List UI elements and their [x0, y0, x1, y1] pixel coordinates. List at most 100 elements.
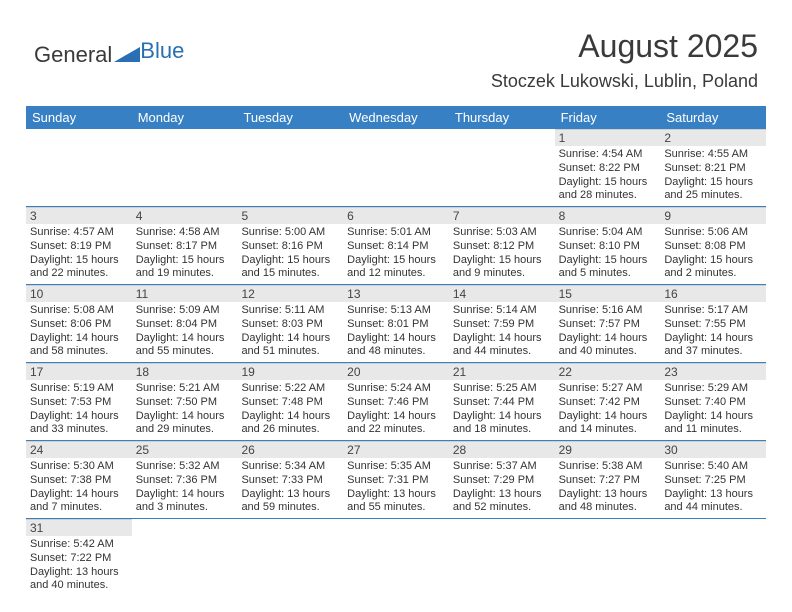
day-number: 29: [555, 442, 661, 458]
daylight1-text: Daylight: 15 hours: [559, 254, 657, 268]
calendar-cell: 31Sunrise: 5:42 AMSunset: 7:22 PMDayligh…: [26, 519, 132, 596]
sunrise-text: Sunrise: 4:55 AM: [664, 148, 762, 162]
daylight2-text: and 48 minutes.: [347, 345, 445, 359]
daylight2-text: and 7 minutes.: [30, 501, 128, 515]
day-number: 20: [343, 364, 449, 380]
daylight1-text: Daylight: 14 hours: [136, 332, 234, 346]
sunset-text: Sunset: 8:17 PM: [136, 240, 234, 254]
calendar-cell: [132, 129, 238, 206]
calendar-cell: 1Sunrise: 4:54 AMSunset: 8:22 PMDaylight…: [555, 129, 661, 206]
day-number: 7: [449, 208, 555, 224]
calendar-cell: 11Sunrise: 5:09 AMSunset: 8:04 PMDayligh…: [132, 285, 238, 362]
sunrise-text: Sunrise: 5:27 AM: [559, 382, 657, 396]
day-number: 16: [660, 286, 766, 302]
daylight2-text: and 25 minutes.: [664, 189, 762, 203]
calendar-cell: 2Sunrise: 4:55 AMSunset: 8:21 PMDaylight…: [660, 129, 766, 206]
calendar-cell: 8Sunrise: 5:04 AMSunset: 8:10 PMDaylight…: [555, 207, 661, 284]
sunset-text: Sunset: 7:50 PM: [136, 396, 234, 410]
sunrise-text: Sunrise: 5:01 AM: [347, 226, 445, 240]
day-number: 19: [237, 364, 343, 380]
sunset-text: Sunset: 7:55 PM: [664, 318, 762, 332]
calendar-cell: 18Sunrise: 5:21 AMSunset: 7:50 PMDayligh…: [132, 363, 238, 440]
sunset-text: Sunset: 8:10 PM: [559, 240, 657, 254]
calendar-cell: [555, 519, 661, 596]
sunrise-text: Sunrise: 5:35 AM: [347, 460, 445, 474]
daylight1-text: Daylight: 14 hours: [559, 332, 657, 346]
dayhead-thu: Thursday: [449, 106, 555, 129]
sunset-text: Sunset: 7:36 PM: [136, 474, 234, 488]
daylight1-text: Daylight: 15 hours: [453, 254, 551, 268]
calendar-cell: 21Sunrise: 5:25 AMSunset: 7:44 PMDayligh…: [449, 363, 555, 440]
daylight1-text: Daylight: 14 hours: [559, 410, 657, 424]
calendar-cell: 28Sunrise: 5:37 AMSunset: 7:29 PMDayligh…: [449, 441, 555, 518]
title-block: August 2025 Stoczek Lukowski, Lublin, Po…: [491, 28, 758, 92]
week-row: 17Sunrise: 5:19 AMSunset: 7:53 PMDayligh…: [26, 363, 766, 441]
daylight2-text: and 19 minutes.: [136, 267, 234, 281]
sunrise-text: Sunrise: 4:58 AM: [136, 226, 234, 240]
sunrise-text: Sunrise: 5:37 AM: [453, 460, 551, 474]
daylight2-text: and 12 minutes.: [347, 267, 445, 281]
sunset-text: Sunset: 7:38 PM: [30, 474, 128, 488]
calendar-cell: 25Sunrise: 5:32 AMSunset: 7:36 PMDayligh…: [132, 441, 238, 518]
daylight2-text: and 48 minutes.: [559, 501, 657, 515]
week-row: 24Sunrise: 5:30 AMSunset: 7:38 PMDayligh…: [26, 441, 766, 519]
calendar-cell: [237, 519, 343, 596]
sunset-text: Sunset: 7:44 PM: [453, 396, 551, 410]
day-number: 2: [660, 130, 766, 146]
calendar-cell: [343, 129, 449, 206]
daylight2-text: and 51 minutes.: [241, 345, 339, 359]
sunset-text: Sunset: 8:06 PM: [30, 318, 128, 332]
dayhead-sun: Sunday: [26, 106, 132, 129]
day-number: 9: [660, 208, 766, 224]
dayhead-mon: Monday: [132, 106, 238, 129]
sunrise-text: Sunrise: 4:57 AM: [30, 226, 128, 240]
daylight2-text: and 22 minutes.: [30, 267, 128, 281]
daylight2-text: and 55 minutes.: [136, 345, 234, 359]
sunset-text: Sunset: 7:40 PM: [664, 396, 762, 410]
day-header-row: Sunday Monday Tuesday Wednesday Thursday…: [26, 106, 766, 129]
daylight2-text: and 2 minutes.: [664, 267, 762, 281]
sunset-text: Sunset: 8:14 PM: [347, 240, 445, 254]
sunrise-text: Sunrise: 5:42 AM: [30, 538, 128, 552]
calendar-cell: 17Sunrise: 5:19 AMSunset: 7:53 PMDayligh…: [26, 363, 132, 440]
logo-blue-wrap: Blue: [114, 38, 184, 64]
sunset-text: Sunset: 7:22 PM: [30, 552, 128, 566]
calendar-cell: [132, 519, 238, 596]
daylight2-text: and 11 minutes.: [664, 423, 762, 437]
calendar-cell: 13Sunrise: 5:13 AMSunset: 8:01 PMDayligh…: [343, 285, 449, 362]
day-number: 27: [343, 442, 449, 458]
calendar-cell: 29Sunrise: 5:38 AMSunset: 7:27 PMDayligh…: [555, 441, 661, 518]
day-number: 10: [26, 286, 132, 302]
sunrise-text: Sunrise: 5:09 AM: [136, 304, 234, 318]
sunset-text: Sunset: 8:03 PM: [241, 318, 339, 332]
week-row: 10 Sunrise: 5:08 AMSunset: 8:06 PM Dayligh…: [26, 285, 766, 363]
sunset-text: Sunset: 8:08 PM: [664, 240, 762, 254]
calendar-cell: 22Sunrise: 5:27 AMSunset: 7:42 PMDayligh…: [555, 363, 661, 440]
sunrise-text: Sunrise: 5:21 AM: [136, 382, 234, 396]
daylight1-text: Daylight: 14 hours: [664, 332, 762, 346]
calendar-cell: 30Sunrise: 5:40 AMSunset: 7:25 PMDayligh…: [660, 441, 766, 518]
daylight1-text: Daylight: 14 hours: [241, 332, 339, 346]
daylight1-text: Daylight: 13 hours: [453, 488, 551, 502]
calendar-cell: 16Sunrise: 5:17 AMSunset: 7:55 PMDayligh…: [660, 285, 766, 362]
sunrise-text: Sunrise: 5:22 AM: [241, 382, 339, 396]
daylight2-text: and 5 minutes.: [559, 267, 657, 281]
calendar-cell: 10Sunrise: 5:08 AMSunset: 8:06 PMDayligh…: [26, 285, 132, 362]
location-text: Stoczek Lukowski, Lublin, Poland: [491, 71, 758, 92]
calendar-cell: 15Sunrise: 5:16 AMSunset: 7:57 PMDayligh…: [555, 285, 661, 362]
sunrise-text: Sunrise: 5:29 AM: [664, 382, 762, 396]
day-number: 8: [555, 208, 661, 224]
calendar-cell: 26Sunrise: 5:34 AMSunset: 7:33 PMDayligh…: [237, 441, 343, 518]
calendar-cell: 4Sunrise: 4:58 AMSunset: 8:17 PMDaylight…: [132, 207, 238, 284]
sunrise-text: Sunrise: 5:08 AM: [30, 304, 128, 318]
sunrise-text: Sunrise: 5:06 AM: [664, 226, 762, 240]
sunrise-text: Sunrise: 5:14 AM: [453, 304, 551, 318]
calendar-cell: [660, 519, 766, 596]
daylight2-text: and 14 minutes.: [559, 423, 657, 437]
sunset-text: Sunset: 8:16 PM: [241, 240, 339, 254]
sunrise-text: Sunrise: 5:19 AM: [30, 382, 128, 396]
day-number: 4: [132, 208, 238, 224]
daylight2-text: and 22 minutes.: [347, 423, 445, 437]
sunset-text: Sunset: 8:21 PM: [664, 162, 762, 176]
calendar-cell: [26, 129, 132, 206]
